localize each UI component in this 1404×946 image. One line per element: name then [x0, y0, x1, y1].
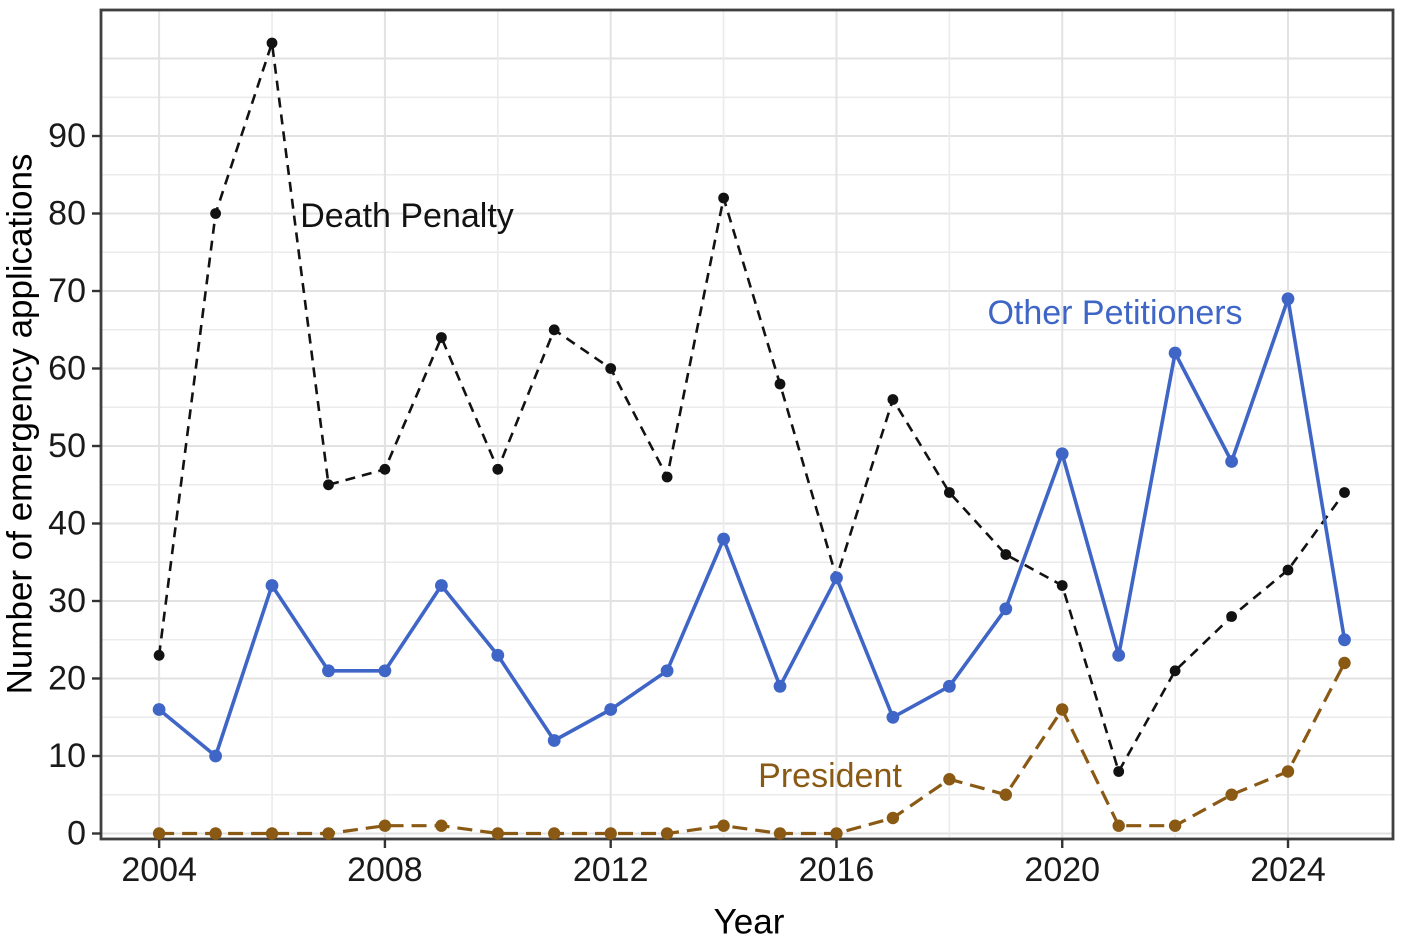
- data-point-other-petitioners: [830, 571, 843, 585]
- y-tick-label: 70: [48, 272, 86, 310]
- data-point-other-petitioners: [886, 710, 900, 724]
- data-point-death-penalty: [1056, 580, 1068, 591]
- x-tick-label: 2024: [1250, 851, 1326, 889]
- data-point-other-petitioners: [1112, 648, 1126, 662]
- data-point-death-penalty: [1169, 665, 1181, 677]
- data-point-death-penalty: [1113, 766, 1125, 777]
- data-point-president: [604, 827, 617, 840]
- data-point-death-penalty: [718, 192, 729, 204]
- data-point-death-penalty: [1000, 549, 1012, 560]
- series-label-other-petitioners: Other Petitioners: [987, 294, 1242, 332]
- data-point-other-petitioners: [209, 749, 223, 763]
- data-point-president: [1112, 819, 1125, 832]
- data-point-death-penalty: [379, 463, 391, 475]
- data-point-other-petitioners: [322, 664, 335, 678]
- data-point-death-penalty: [492, 463, 504, 475]
- x-axis-title: Year: [714, 903, 785, 942]
- data-point-death-penalty: [153, 649, 165, 661]
- data-point-other-petitioners: [604, 703, 618, 716]
- data-point-other-petitioners: [491, 648, 505, 662]
- series-line-president: [159, 662, 1346, 836]
- data-point-death-penalty: [774, 378, 786, 390]
- y-tick-label: 50: [48, 427, 86, 465]
- x-tick-label: 2004: [121, 851, 197, 889]
- x-tick-label: 2008: [347, 851, 423, 889]
- data-point-president: [378, 819, 392, 832]
- data-point-other-petitioners: [1281, 292, 1295, 306]
- data-point-president: [209, 827, 222, 840]
- data-point-death-penalty: [887, 394, 899, 405]
- y-tick-label: 80: [48, 195, 86, 233]
- data-point-president: [773, 827, 787, 840]
- data-point-president: [265, 827, 279, 840]
- panel-border: [99, 8, 1395, 841]
- data-point-death-penalty: [210, 208, 222, 219]
- data-point-other-petitioners: [717, 532, 730, 546]
- series-line-other-petitioners: [157, 297, 1347, 758]
- data-point-other-petitioners: [999, 602, 1013, 616]
- data-point-president: [717, 819, 730, 832]
- x-tick-label: 2012: [573, 851, 649, 889]
- data-point-death-penalty: [944, 487, 955, 498]
- y-tick-label: 90: [48, 117, 86, 155]
- data-point-other-petitioners: [378, 664, 392, 678]
- y-tick-label: 10: [48, 737, 86, 775]
- data-point-other-petitioners: [1168, 346, 1182, 360]
- y-tick-label: 40: [48, 505, 86, 543]
- y-tick-label: 0: [67, 814, 86, 852]
- data-point-president: [943, 773, 956, 786]
- data-point-other-petitioners: [152, 703, 166, 716]
- data-point-other-petitioners: [1055, 447, 1069, 461]
- x-tick-label: 2020: [1024, 851, 1100, 889]
- data-point-president: [152, 827, 166, 840]
- x-tick-label: 2016: [799, 851, 875, 889]
- data-point-death-penalty: [605, 363, 617, 374]
- data-point-president: [1056, 703, 1069, 716]
- data-point-president: [1281, 765, 1295, 778]
- data-point-other-petitioners: [660, 664, 674, 678]
- data-point-president: [1168, 819, 1182, 832]
- data-point-other-petitioners: [773, 679, 787, 693]
- y-tick-label: 30: [48, 582, 86, 620]
- data-point-death-penalty: [436, 332, 447, 343]
- data-point-president: [548, 827, 561, 840]
- data-point-death-penalty: [1282, 564, 1294, 576]
- y-tick-label: 20: [48, 660, 86, 698]
- data-point-president: [999, 788, 1012, 801]
- y-tick-label: 60: [48, 350, 86, 388]
- data-point-other-petitioners: [265, 579, 279, 592]
- data-point-president: [830, 827, 843, 840]
- plot-panel: [101, 10, 1393, 839]
- data-point-president: [886, 811, 900, 825]
- data-point-other-petitioners: [943, 679, 956, 693]
- data-point-president: [1225, 788, 1238, 801]
- chart-root: 2004 2008 2012 2016 2020 2024 0 10 20 30 40 50 60 70 8…: [48, 8, 1395, 889]
- data-point-president: [660, 827, 674, 840]
- data-point-other-petitioners: [1338, 633, 1351, 647]
- data-point-president: [322, 827, 335, 840]
- data-point-death-penalty: [548, 324, 560, 336]
- series-label-president: President: [758, 757, 902, 795]
- series-label-death-penalty: Death Penalty: [300, 197, 514, 235]
- data-point-death-penalty: [661, 471, 673, 483]
- data-point-death-penalty: [266, 37, 278, 49]
- data-point-other-petitioners: [547, 734, 561, 747]
- y-axis-title: Number of emergency applications: [1, 154, 40, 695]
- data-point-other-petitioners: [435, 579, 448, 592]
- data-point-president: [1338, 656, 1351, 670]
- data-point-death-penalty: [1226, 611, 1237, 622]
- data-point-death-penalty: [1339, 487, 1350, 498]
- data-point-president: [435, 819, 448, 832]
- series-line-death-penalty: [157, 41, 1346, 773]
- data-point-death-penalty: [323, 479, 334, 491]
- data-point-other-petitioners: [1225, 455, 1238, 468]
- data-point-president: [491, 827, 504, 840]
